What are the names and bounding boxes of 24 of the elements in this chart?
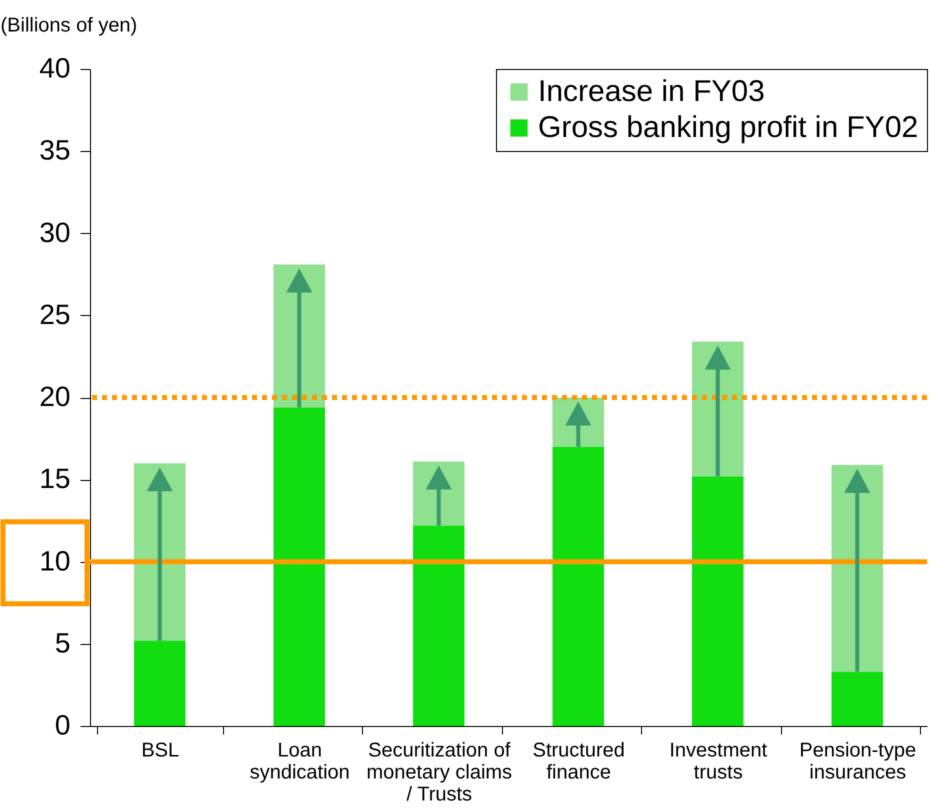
- y-tick-label: 20: [39, 381, 70, 412]
- bar: [692, 476, 744, 726]
- legend-label: Gross banking profit in FY02: [538, 111, 918, 144]
- bar: [552, 446, 604, 726]
- x-tick-label: BSL: [141, 740, 180, 762]
- x-tick-label: Structured finance: [532, 740, 625, 784]
- y-tick-label: 35: [39, 134, 70, 166]
- x-tick-label: Securitization of monetary claims / Trusts: [366, 740, 512, 806]
- y-tick-label: 40: [39, 52, 70, 84]
- bar: [134, 640, 186, 726]
- y-tick-label: 10: [39, 545, 70, 576]
- bar: [832, 672, 883, 726]
- y-tick-label: 15: [39, 463, 70, 494]
- x-tick-label: Investment trusts: [669, 740, 768, 784]
- y-axis-title: (Billions of yen): [0, 14, 138, 36]
- bar: [413, 526, 464, 726]
- y-tick-label: 0: [54, 710, 70, 740]
- bar: [274, 407, 325, 726]
- x-tick-label: Pension-type insurances: [799, 740, 916, 784]
- y-tick-label: 25: [39, 298, 70, 330]
- y-tick-label: 5: [54, 627, 70, 658]
- y-tick-label: 30: [39, 216, 70, 248]
- x-tick-label: Loan syndication: [250, 740, 350, 784]
- legend-label: Increase in FY03: [538, 75, 765, 108]
